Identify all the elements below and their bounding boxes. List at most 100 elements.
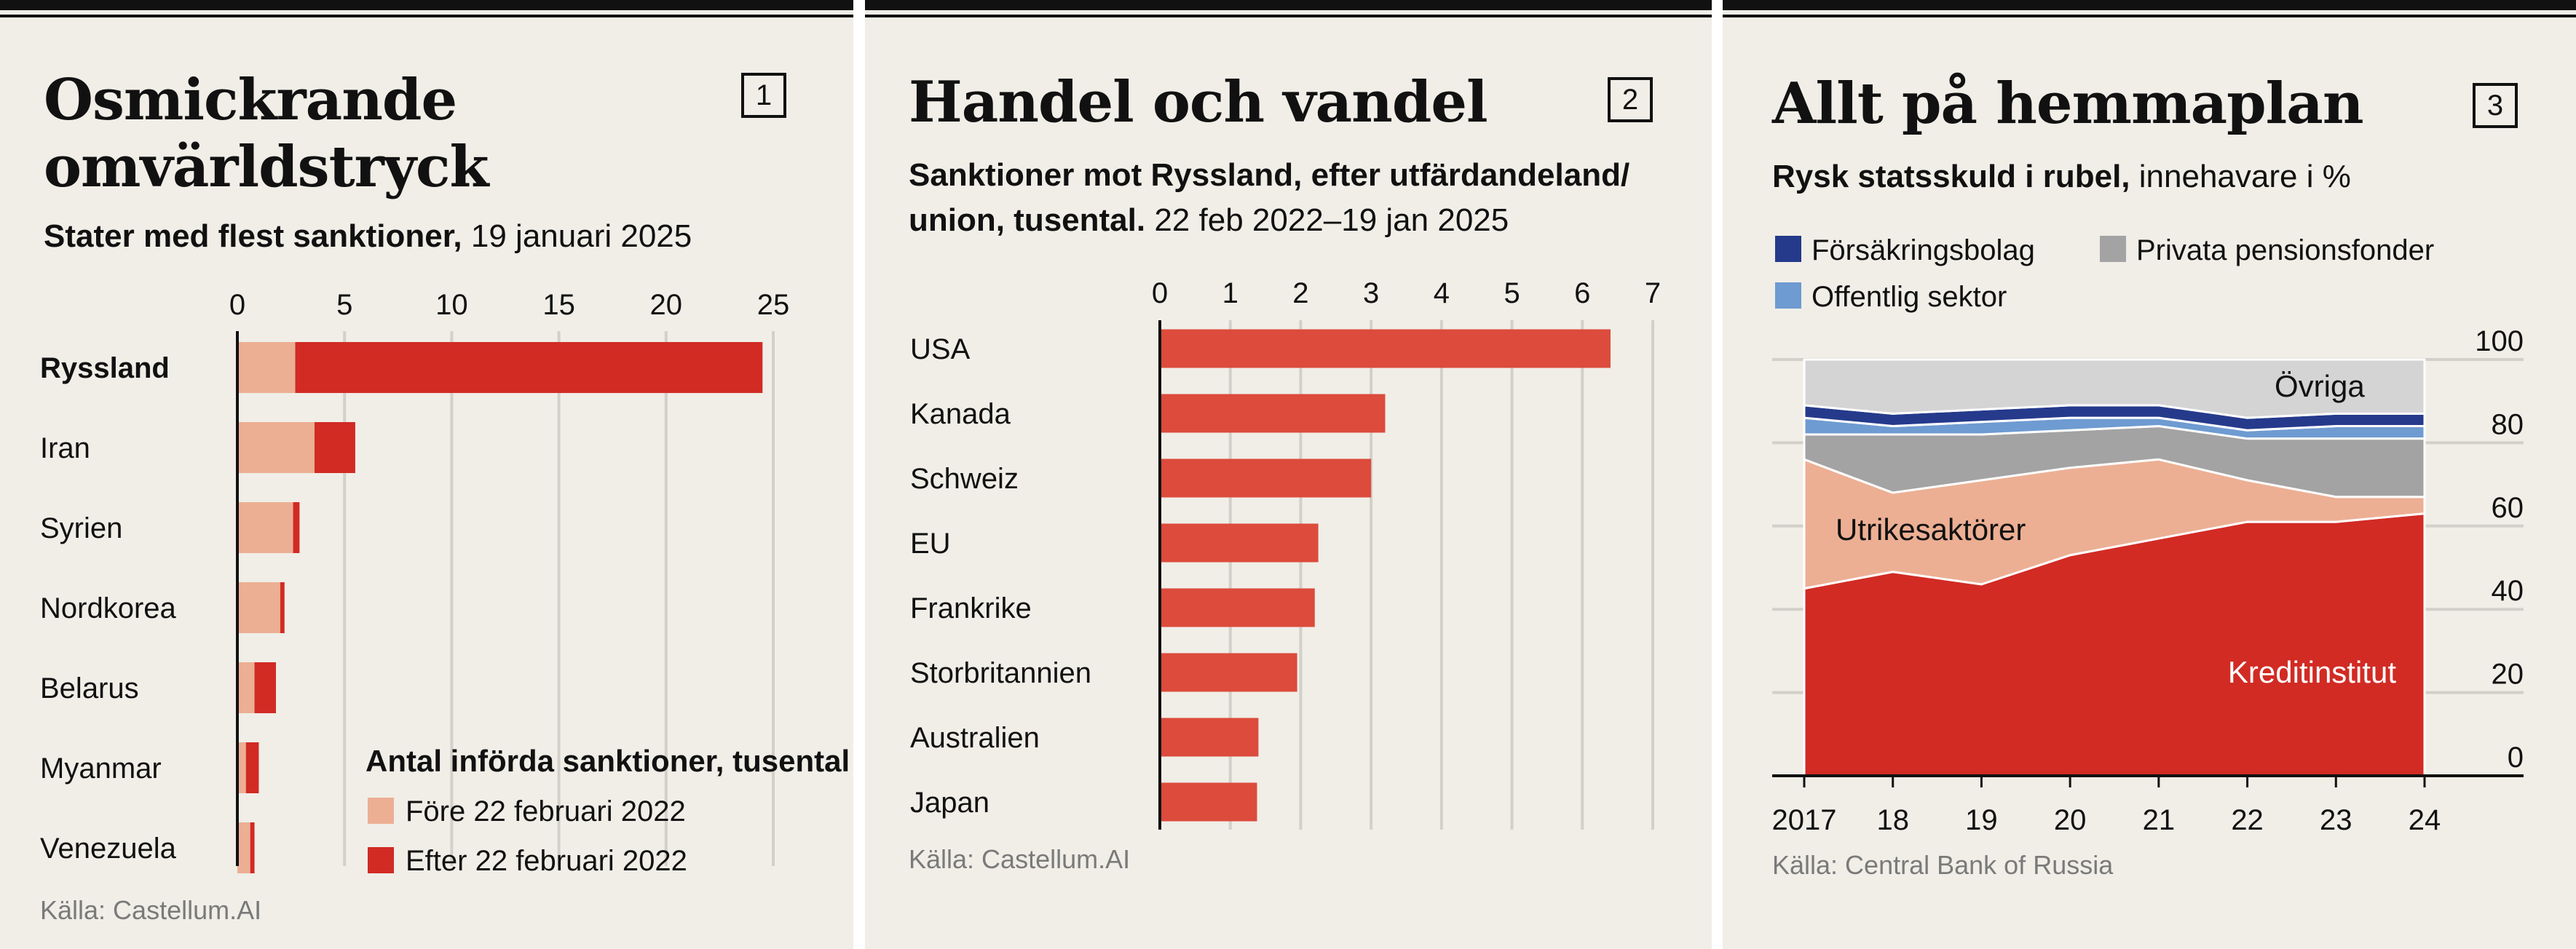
y-tick-label: 20 [2492, 659, 2524, 691]
panel-number-badge: 2 [1608, 77, 1653, 122]
y-tick-label: 100 [2475, 325, 2524, 357]
subtitle-rest: 19 januari 2025 [462, 218, 692, 254]
category-label: Iran [40, 432, 90, 464]
legend-swatch-before [368, 798, 394, 824]
category-label: Myanmar [40, 753, 162, 785]
bar-before-2022 [237, 822, 250, 873]
panel-sanctions-by-issuer: Handel och vandel 2 Sanktioner mot Ryssl… [865, 0, 1712, 949]
bar [1160, 653, 1297, 692]
panel-number-badge: 1 [741, 73, 786, 118]
subtitle-line1: Sanktioner mot Ryssland, efter utfärdand… [909, 157, 1630, 193]
x-tick-label: 7 [1645, 277, 1661, 309]
x-tick-label: 21 [2143, 804, 2176, 836]
category-label: EU [910, 528, 951, 560]
legend-swatch [2100, 236, 2126, 262]
x-tick-label: 22 [2231, 804, 2264, 836]
title-line: omvärldstryck [44, 134, 489, 200]
legend-swatch [1775, 282, 1801, 309]
x-tick-label: 2017 [1772, 804, 1837, 836]
title-line: Osmickrande [44, 67, 457, 133]
x-tick-label: 0 [229, 289, 245, 321]
source-note: Källa: Castellum.AI [40, 895, 262, 925]
subtitle-rest: 22 feb 2022–19 jan 2025 [1145, 202, 1509, 238]
category-label: Kanada [910, 398, 1011, 430]
panel-subtitle: Rysk statsskuld i rubel, innehavare i % [1772, 154, 2351, 199]
legend-label: Försäkringsbolag [1812, 234, 2035, 266]
panel-debt-holders: Allt på hemmaplan 3 Rysk statsskuld i ru… [1723, 0, 2576, 949]
panel-title: Allt på hemmaplan [1772, 71, 2364, 137]
bar [1160, 394, 1386, 433]
legend-swatch [1775, 236, 1801, 262]
bar-after-2022 [245, 742, 259, 793]
sanctions-bar-chart: 0 5 10 15 20 25 Ryssland Iran Syrien Nordkorea Bel… [40, 289, 850, 877]
x-tick-label: 20 [650, 289, 683, 321]
bar [1160, 458, 1372, 498]
bar-after-2022 [314, 422, 355, 473]
panel-subtitle: Stater med flest sanktioner, 19 januari … [44, 214, 692, 259]
x-tick-label: 5 [336, 289, 352, 321]
x-tick-label: 6 [1574, 277, 1590, 309]
category-label: Syrien [40, 512, 122, 544]
panel-title: Osmickrande omvärldstryck [44, 67, 489, 201]
x-tick-label: 23 [2320, 804, 2352, 836]
x-tick-label: 15 [542, 289, 575, 321]
x-tick-label: 10 [435, 289, 468, 321]
source-note: Källa: Castellum.AI [909, 844, 1131, 874]
debt-area-chart: 0 20 40 60 80 100 2017 18 19 20 21 22 23 24 Övriga Utri… [1772, 234, 2524, 836]
y-tick-label: 80 [2492, 408, 2524, 440]
source-note: Källa: Central Bank of Russia [1772, 850, 2114, 880]
y-tick-label: 60 [2492, 492, 2524, 524]
legend-swatch-after [368, 847, 394, 873]
bar [1160, 718, 1259, 757]
category-label: Nordkorea [40, 592, 177, 624]
y-tick-label: 40 [2492, 575, 2524, 607]
panel-sanctions-by-country: Osmickrande omvärldstryck 1 Stater med f… [0, 0, 853, 949]
bar [1160, 588, 1315, 627]
category-label: Storbritannien [910, 657, 1091, 689]
x-tick-label: 19 [1965, 804, 1998, 836]
bar-before-2022 [237, 342, 296, 393]
area--vriga [1803, 358, 2426, 419]
legend-label-before: Före 22 februari 2022 [406, 795, 686, 827]
x-tick-label: 2 [1292, 277, 1308, 309]
panel-subtitle: Sanktioner mot Ryssland, efter utfärdand… [909, 153, 1629, 243]
panel-number-badge: 3 [2473, 83, 2518, 128]
x-tick-label: 1 [1222, 277, 1238, 309]
x-tick-label: 3 [1363, 277, 1379, 309]
bar [1160, 329, 1611, 368]
annotation-kreditinstitut: Kreditinstitut [2228, 655, 2396, 689]
x-tick-label: 20 [2054, 804, 2087, 836]
bar-after-2022 [250, 822, 255, 873]
subtitle-bold: union, tusental. [909, 202, 1146, 238]
x-tick-label: 5 [1504, 277, 1520, 309]
issuer-bar-chart: 0 1 2 3 4 5 6 7 USA Kanada Schweiz EU Frankrike Storb… [910, 277, 1661, 830]
legend-title: Antal införda sanktioner, tusental [366, 744, 850, 778]
legend-label: Offentlig sektor [1812, 281, 2007, 313]
bar-after-2022 [280, 582, 285, 633]
bar-before-2022 [237, 582, 280, 633]
bar-before-2022 [237, 502, 293, 553]
category-label: Frankrike [910, 592, 1032, 624]
panel-top-rule [865, 0, 1712, 17]
bar-after-2022 [295, 342, 763, 393]
panel-top-rule [1723, 0, 2576, 17]
category-label: Schweiz [910, 463, 1019, 495]
bar-before-2022 [237, 742, 246, 793]
subtitle-rest: innehavare i % [2130, 159, 2351, 194]
x-tick-label: 0 [1152, 277, 1168, 309]
category-label: Ryssland [40, 352, 170, 384]
bar-before-2022 [237, 422, 315, 473]
x-tick-label: 4 [1434, 277, 1450, 309]
legend-label: Privata pensionsfonder [2136, 234, 2434, 266]
bar [1160, 523, 1319, 563]
x-tick-label: 25 [757, 289, 790, 321]
subtitle-bold: Rysk statsskuld i rubel, [1772, 159, 2130, 194]
y-tick-label: 0 [2508, 742, 2524, 774]
category-label: Australien [910, 722, 1040, 754]
category-label: Belarus [40, 672, 139, 704]
annotation-ovriga: Övriga [2275, 369, 2365, 403]
legend-label-after: Efter 22 februari 2022 [406, 845, 687, 877]
category-label: Japan [910, 787, 989, 819]
subtitle-bold: Stater med flest sanktioner, [44, 218, 462, 254]
x-tick-label: 24 [2409, 804, 2441, 836]
